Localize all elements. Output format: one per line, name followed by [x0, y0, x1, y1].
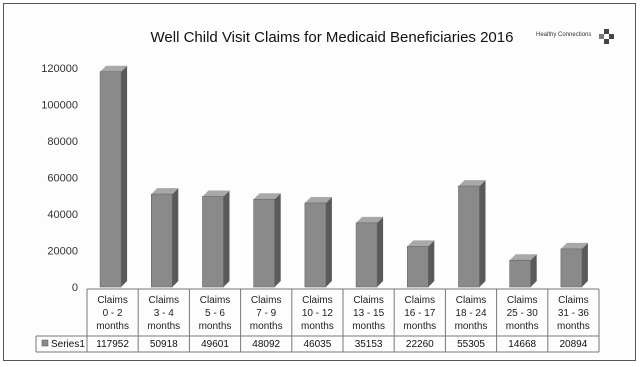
data-label: 14668	[508, 339, 536, 350]
category-label: Claims 13 - 15 months	[352, 295, 385, 332]
bar-front	[560, 248, 583, 288]
series-name: Series1	[51, 339, 85, 350]
category-label: Claims 7 - 9 months	[250, 295, 283, 332]
data-label: 117952	[96, 339, 129, 350]
data-label: 49601	[201, 339, 229, 350]
bar-front	[355, 222, 378, 288]
y-tick-label: 40000	[47, 209, 78, 221]
bar	[253, 193, 281, 288]
category-label: Claims 10 - 12 months	[301, 295, 334, 332]
bar	[202, 190, 230, 288]
bar-side	[325, 196, 332, 287]
bar-side	[172, 188, 179, 287]
category-label: Claims 16 - 17 months	[403, 295, 436, 332]
data-label: 22260	[406, 339, 434, 350]
category-label: Claims 5 - 6 months	[199, 295, 232, 332]
bar-front	[99, 71, 122, 288]
bar	[406, 240, 435, 288]
data-label: 55305	[457, 339, 485, 350]
bar-top	[458, 180, 486, 187]
bar-front	[304, 202, 327, 288]
bar-side	[530, 254, 537, 287]
bar-side	[274, 193, 281, 287]
logo-mark-icon	[599, 29, 614, 44]
bar-top	[407, 240, 435, 247]
bar	[509, 254, 537, 288]
bar-side	[581, 242, 588, 287]
bar-top	[304, 196, 332, 203]
bars	[99, 65, 588, 288]
bar-front	[509, 259, 532, 288]
data-table: Claims 0 - 2 months Claims 3 - 4 months Claims…	[35, 288, 600, 353]
logo: Healthy Connections	[536, 29, 614, 44]
data-label: 20894	[559, 339, 587, 350]
bar-side	[121, 65, 128, 287]
y-tick-label: 120000	[41, 63, 78, 75]
y-tick-label: 20000	[47, 246, 78, 258]
bar-top	[356, 216, 384, 223]
data-label: 35153	[355, 339, 383, 350]
bar-top	[202, 190, 230, 197]
data-label: 48092	[252, 339, 280, 350]
category-label: Claims 31 - 36 months	[557, 295, 590, 332]
bar-top	[560, 242, 588, 249]
bar	[99, 65, 128, 288]
bar-top	[253, 193, 281, 200]
bar	[355, 216, 384, 288]
bar	[151, 188, 179, 288]
category-label: Claims 18 - 24 months	[455, 295, 488, 332]
bar-front	[406, 246, 429, 288]
bar-side	[479, 180, 486, 287]
bar-top	[151, 188, 179, 195]
bar-front	[458, 185, 480, 288]
bar-top	[100, 65, 128, 72]
bar-side	[223, 190, 230, 287]
legend-key	[41, 339, 49, 347]
y-axis: 0 20000 40000 60000 80000 100000 120000	[41, 63, 78, 294]
y-tick-label: 60000	[47, 173, 78, 185]
data-label: 46035	[303, 339, 331, 350]
bar	[304, 196, 332, 288]
y-tick-label: 100000	[41, 100, 78, 112]
bar-top	[509, 254, 537, 261]
y-tick-label: 0	[72, 282, 78, 294]
bar-front	[202, 196, 224, 288]
logo-text: Healthy Connections	[536, 32, 591, 38]
data-label: 50918	[150, 339, 178, 350]
bar-front	[151, 193, 173, 288]
bar-side	[377, 216, 384, 287]
category-label: Claims 25 - 30 months	[506, 295, 539, 332]
bar	[560, 242, 588, 288]
chart-title: Well Child Visit Claims for Medicaid Ben…	[151, 29, 514, 46]
bar	[458, 180, 486, 288]
bar-front	[253, 198, 275, 288]
category-label: Claims 0 - 2 months	[96, 295, 129, 332]
bar-side	[428, 240, 435, 287]
category-label: Claims 3 - 4 months	[147, 295, 180, 332]
y-tick-label: 80000	[47, 136, 78, 148]
